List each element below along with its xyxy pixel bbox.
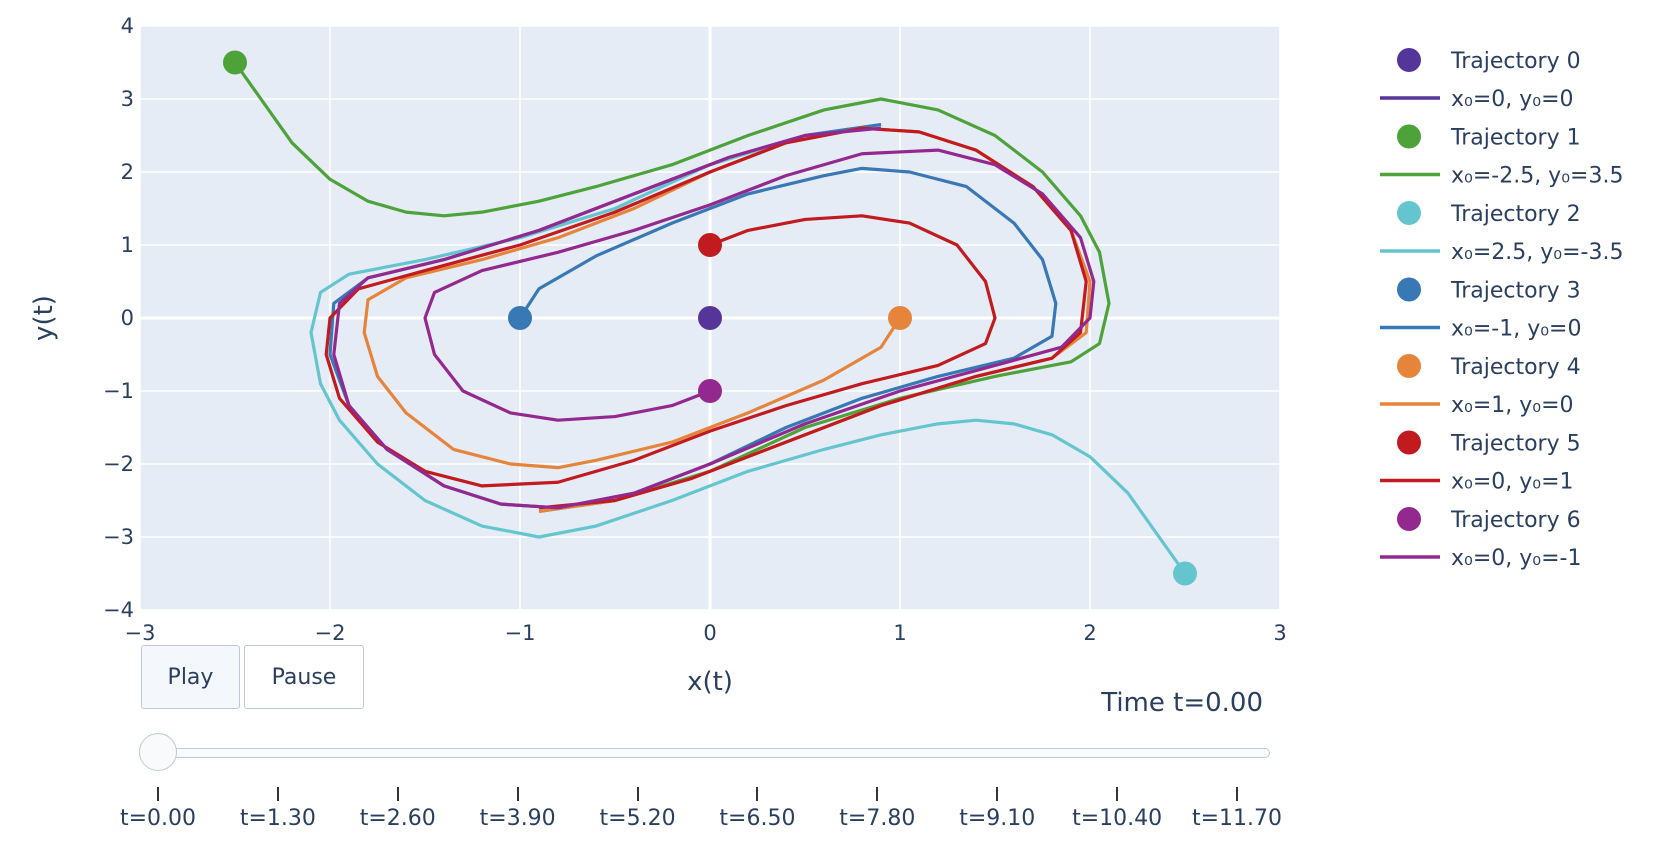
legend-line-label-1: x₀=-2.5, y₀=3.5 <box>1451 164 1623 189</box>
legend-marker-label-2: Trajectory 2 <box>1450 202 1581 227</box>
trajectory-marker-4 <box>888 306 912 330</box>
trajectory-marker-3 <box>508 306 532 330</box>
legend-marker-label-5: Trajectory 5 <box>1450 432 1581 457</box>
legend-line-label-4: x₀=1, y₀=0 <box>1451 393 1574 418</box>
legend-marker-6 <box>1397 507 1421 531</box>
legend-marker-label-4: Trajectory 4 <box>1450 355 1581 380</box>
slider-step-label[interactable]: t=3.90 <box>479 806 556 831</box>
legend-marker-4 <box>1397 354 1421 378</box>
time-readout: Time t=0.00 <box>1101 688 1263 718</box>
slider-step-tick <box>756 787 759 801</box>
y-tick-label: −4 <box>103 598 134 622</box>
trajectory-line-6 <box>332 126 1096 510</box>
trajectory-marker-2 <box>1173 561 1197 586</box>
slider-step-label[interactable]: t=10.40 <box>1072 806 1163 831</box>
legend-line-label-2: x₀=2.5, y₀=-3.5 <box>1451 240 1623 265</box>
slider-step-label[interactable]: t=11.70 <box>1191 806 1283 831</box>
time-slider-handle[interactable] <box>139 733 177 771</box>
legend-marker-1 <box>1397 124 1421 149</box>
slider-step-label[interactable]: t=2.60 <box>359 806 436 831</box>
pause-button[interactable]: Pause <box>244 645 364 709</box>
slider-step-tick <box>276 787 279 801</box>
legend-line-label-5: x₀=0, y₀=1 <box>1451 470 1574 495</box>
x-tick-label: −3 <box>125 621 156 645</box>
legend-marker-5 <box>1397 430 1421 455</box>
y-tick-label: 3 <box>121 87 134 111</box>
x-tick-label: −1 <box>505 621 536 645</box>
legend-marker-3 <box>1397 277 1421 302</box>
slider-step-tick <box>636 787 639 801</box>
slider-step-tick <box>1116 787 1119 801</box>
legend-marker-label-3: Trajectory 3 <box>1450 279 1581 304</box>
trajectory-marker-1 <box>223 50 247 75</box>
trajectory-lines <box>233 61 1187 575</box>
x-tick-label: 2 <box>1083 621 1096 645</box>
legend-line-label-6: x₀=0, y₀=-1 <box>1451 546 1581 571</box>
y-tick-label: −1 <box>103 379 134 403</box>
trajectory-marker-6 <box>698 379 722 403</box>
trajectory-markers <box>223 50 1197 586</box>
slider-step-label[interactable]: t=6.50 <box>719 806 796 831</box>
legend-line-label-0: x₀=0, y₀=0 <box>1451 87 1574 112</box>
time-slider-track[interactable] <box>158 748 1270 758</box>
y-tick-label: 1 <box>121 233 134 257</box>
slider-step-label[interactable]: t=7.80 <box>839 806 916 831</box>
legend-marker-label-0: Trajectory 0 <box>1450 49 1581 74</box>
slider-step-label[interactable]: t=5.20 <box>599 806 676 831</box>
slider-step-tick <box>876 787 879 801</box>
y-tick-label: 0 <box>121 306 134 330</box>
legend-marker-2 <box>1397 201 1421 225</box>
legend: Trajectory 0 x₀=0, y₀=0 Trajectory 1 x₀=-2.… <box>1380 48 1623 571</box>
x-tick-label: 3 <box>1273 621 1286 645</box>
trajectory-marker-0 <box>698 306 722 330</box>
slider-step-tick <box>996 787 999 801</box>
slider-step-tick <box>1236 787 1238 801</box>
x-tick-label: −2 <box>315 621 346 645</box>
x-tick-label: 1 <box>893 621 906 645</box>
slider-step-label[interactable]: t=0.00 <box>119 806 197 831</box>
legend-line-label-3: x₀=-1, y₀=0 <box>1451 317 1581 342</box>
play-button[interactable]: Play <box>141 645 240 709</box>
slider-step-label[interactable]: t=1.30 <box>239 806 316 831</box>
y-tick-label: 2 <box>121 160 134 184</box>
x-axis-title: x(t) <box>687 667 733 697</box>
slider-step-label[interactable]: t=9.10 <box>959 806 1036 831</box>
slider-step-tick <box>157 787 159 801</box>
legend-marker-label-6: Trajectory 6 <box>1450 508 1581 533</box>
legend-marker-label-1: Trajectory 1 <box>1450 126 1581 151</box>
x-tick-label: 0 <box>703 621 716 645</box>
y-tick-label: 4 <box>121 14 134 38</box>
y-tick-label: −2 <box>103 452 134 476</box>
trajectory-line-5 <box>324 126 1088 510</box>
legend-marker-0 <box>1397 48 1421 72</box>
slider-step-tick <box>516 787 519 801</box>
y-axis-title: y(t) <box>29 295 59 341</box>
trajectory-marker-5 <box>698 233 722 257</box>
y-tick-label: −3 <box>103 525 134 549</box>
slider-step-tick <box>396 787 399 801</box>
